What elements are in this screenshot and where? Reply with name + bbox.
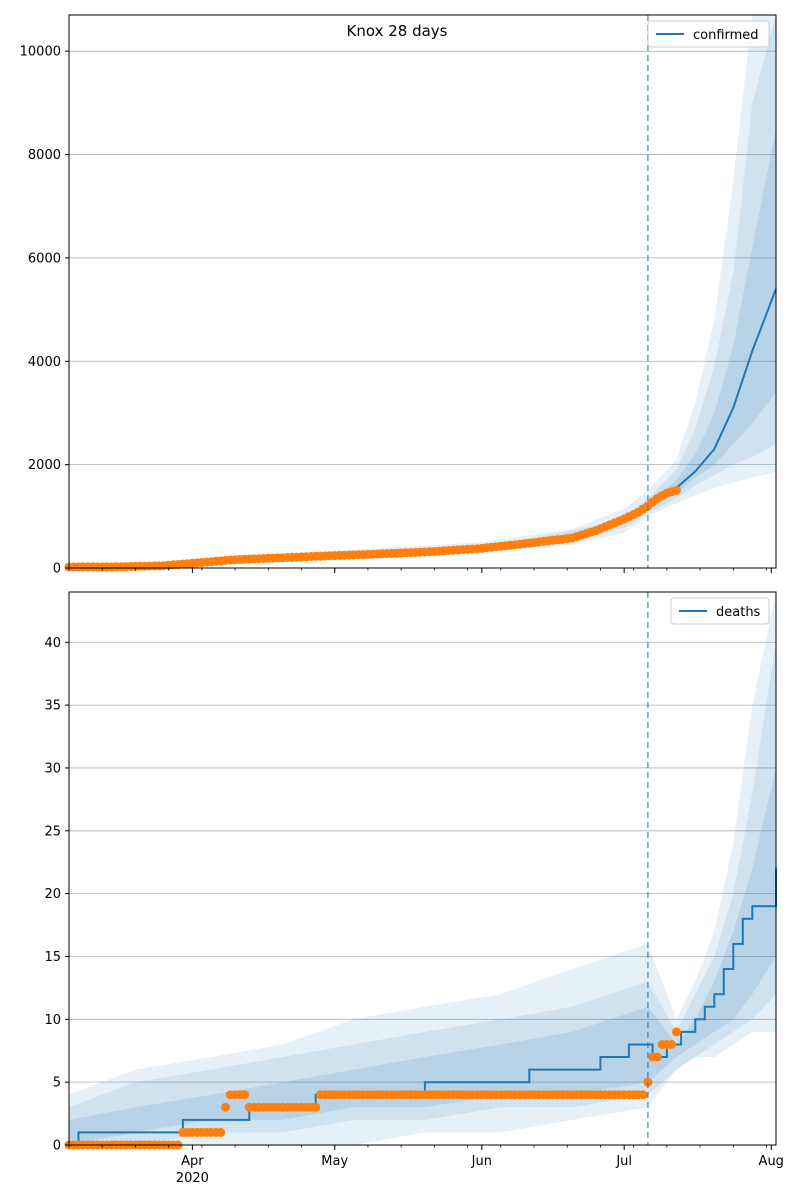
bottom-observed-point [652, 1052, 662, 1062]
bottom-observed-point [216, 1127, 226, 1137]
top-y-axis: 0 2000 4000 6000 8000 10000 [20, 45, 69, 577]
top-legend-box [647, 20, 770, 48]
top-axes-frame [68, 14, 777, 569]
bottom-observed-point [311, 1102, 321, 1112]
bottom-observed-point [667, 1040, 677, 1049]
bottom-band-inner [69, 768, 776, 1145]
bottom-y-tick-label: 25 [44, 824, 61, 839]
bottom-observed-point [221, 1102, 231, 1112]
bottom-observed-point [240, 1090, 250, 1100]
bottom-y-tick-label: 0 [53, 1139, 61, 1154]
bottom-y-tick-label: 40 [44, 636, 61, 651]
top-y-tick-label: 10000 [20, 45, 61, 60]
top-y-tick-label: 8000 [28, 148, 61, 163]
top-observed-point [671, 486, 681, 495]
top-legend: confirmed [647, 20, 770, 48]
bottom-x-tick-year: 2020 [176, 1171, 209, 1186]
top-observed-points [64, 486, 681, 572]
bottom-y-tick-label: 15 [44, 950, 61, 965]
bottom-y-tick-label: 5 [53, 1076, 61, 1091]
bottom-y-tick-label: 10 [44, 1013, 61, 1028]
bottom-band-outer [69, 592, 776, 1145]
bottom-x-tick-label: Aug [759, 1154, 784, 1169]
top-x-axis [68, 568, 772, 573]
bottom-uncertainty-bands [69, 592, 776, 1145]
top-y-tick-label: 6000 [28, 251, 61, 266]
bottom-x-tick-label: Apr [181, 1154, 204, 1169]
bottom-x-axis: Apr 2020 May Jun Jul Aug [68, 1145, 784, 1186]
top-y-tick-label: 2000 [28, 458, 61, 473]
bottom-x-tick-label: May [321, 1154, 348, 1169]
bottom-y-axis: 0 5 10 15 20 25 30 35 40 [44, 636, 69, 1154]
bottom-legend-label: deaths [716, 605, 761, 620]
bottom-band-mid [69, 642, 776, 1145]
bottom-legend-box [670, 597, 770, 625]
bottom-x-tick-label: Jul [615, 1154, 632, 1169]
bottom-gridlines [69, 641, 776, 1083]
bottom-observed-point [671, 1027, 681, 1037]
bottom-x-tick-label: Jun [471, 1154, 492, 1169]
top-gridlines [69, 50, 776, 466]
confirmed-panel: 0 2000 4000 6000 8000 10000 Knox 28 days conf… [20, 14, 777, 577]
bottom-y-tick-label: 35 [44, 699, 61, 714]
bottom-axes-frame [68, 591, 777, 1146]
top-legend-label: confirmed [693, 28, 759, 43]
bottom-observed-point [638, 1090, 648, 1100]
bottom-y-tick-label: 20 [44, 887, 61, 902]
bottom-legend: deaths [670, 597, 770, 625]
deaths-panel: 0 5 10 15 20 25 30 35 40 Apr 2020 May Jun Jul Aug dea… [44, 591, 784, 1186]
chart-title: Knox 28 days [347, 22, 448, 40]
bottom-y-tick-label: 30 [44, 761, 61, 776]
bottom-observed-points [64, 1027, 681, 1150]
top-y-tick-label: 4000 [28, 355, 61, 370]
top-y-tick-label: 0 [53, 562, 61, 577]
